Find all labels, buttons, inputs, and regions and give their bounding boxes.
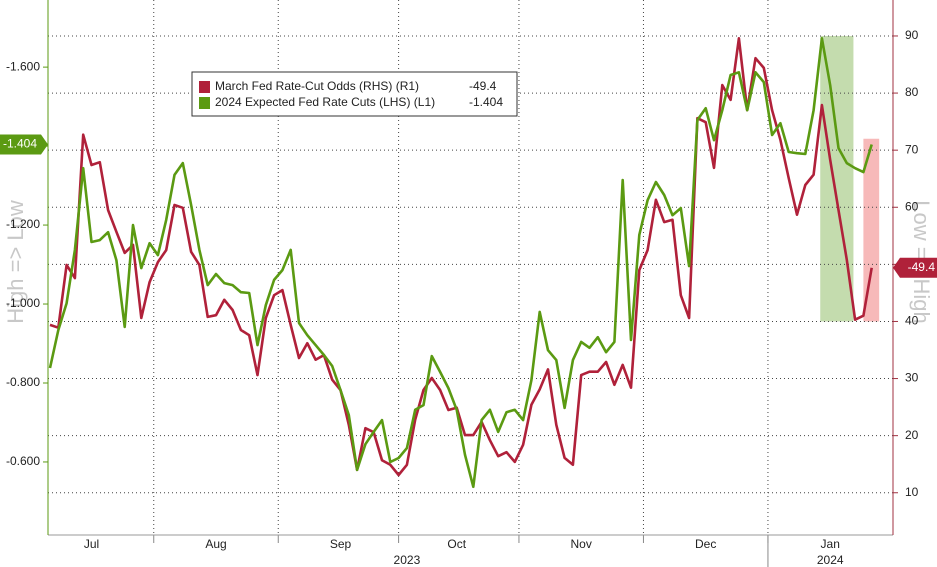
x-tick-label: Oct — [447, 537, 466, 551]
legend: March Fed Rate-Cut Odds (RHS) (R1) -49.4 2… — [191, 71, 518, 117]
y-tick-label: -1.200 — [6, 217, 40, 231]
y-axis-title: High => Low — [3, 200, 28, 324]
legend-label: March Fed Rate-Cut Odds (RHS) (R1) — [215, 79, 419, 93]
last-value-label: -49.4 — [908, 260, 936, 274]
last-value-badge — [893, 257, 937, 278]
x-tick-label: Sep — [330, 537, 352, 551]
shaded-region — [863, 138, 880, 322]
y2-tick-label: 30 — [905, 371, 919, 385]
y2-tick-label: 40 — [905, 314, 919, 328]
x-tick-label: Jul — [84, 537, 99, 551]
legend-value: -1.404 — [469, 95, 503, 109]
series-line — [48, 37, 873, 489]
x-year-label: 2024 — [817, 553, 844, 567]
y2-tick-label: 80 — [905, 85, 919, 99]
y2-tick-label: 60 — [905, 199, 919, 213]
y2-tick-label: 90 — [905, 28, 919, 42]
y-tick-label: -1.000 — [6, 296, 40, 310]
y-tick-label: -0.600 — [6, 454, 40, 468]
legend-label: 2024 Expected Fed Rate Cuts (LHS) (L1) — [215, 95, 435, 109]
series-line — [49, 37, 873, 477]
y2-tick-label: 10 — [905, 485, 919, 499]
last-value-badge — [0, 134, 48, 155]
x-tick-label: Dec — [695, 537, 716, 551]
y-tick-label: -1.600 — [6, 59, 40, 73]
last-value-label: -1.404 — [3, 137, 37, 151]
legend-swatch — [199, 97, 210, 109]
legend-swatch — [199, 81, 210, 93]
x-tick-label: Nov — [571, 537, 592, 551]
x-year-label: 2023 — [394, 553, 421, 567]
y2-tick-label: 20 — [905, 428, 919, 442]
x-tick-label: Aug — [205, 537, 226, 551]
legend-value: -49.4 — [469, 79, 497, 93]
y2-tick-label: 70 — [905, 142, 919, 156]
legend-box — [191, 71, 518, 117]
x-tick-label: Jan — [821, 537, 840, 551]
y-tick-label: -0.800 — [6, 375, 40, 389]
